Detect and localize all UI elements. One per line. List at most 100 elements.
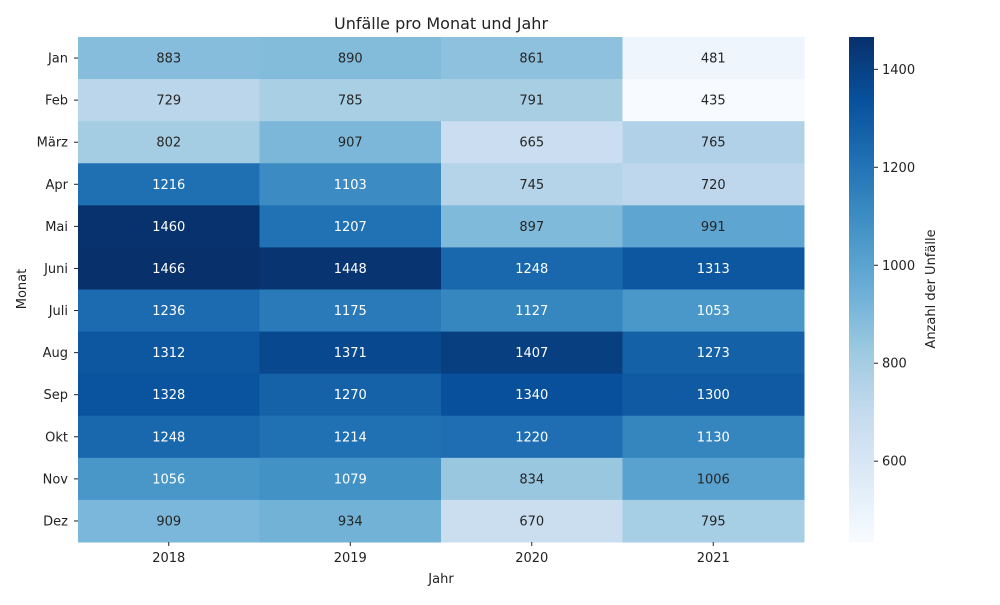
- heatmap-cell: [441, 289, 623, 333]
- cell-value-label: 1006: [697, 472, 730, 487]
- y-tick-label: Juni: [43, 262, 68, 277]
- cell-value-label: 991: [701, 220, 726, 235]
- heatmap-cell: [259, 37, 442, 80]
- heatmap-cell: [441, 79, 623, 122]
- heatmap-cell: [622, 121, 805, 164]
- heatmap-cell: [78, 247, 260, 290]
- colorbar-gradient: [849, 37, 874, 542]
- chart-title: Unfälle pro Monat und Jahr: [334, 14, 548, 33]
- cell-value-label: 765: [701, 136, 726, 151]
- heatmap-cell: [622, 331, 805, 375]
- cell-value-label: 861: [519, 52, 544, 67]
- cell-value-label: 1328: [152, 388, 185, 403]
- cell-value-label: 1466: [152, 262, 185, 277]
- cell-value-label: 1270: [334, 388, 367, 403]
- cell-value-label: 883: [156, 52, 181, 67]
- colorbar-tick-label: 800: [882, 357, 907, 372]
- cell-value-label: 1053: [697, 304, 730, 319]
- heatmap-cell: [259, 373, 442, 417]
- y-tick-label: Dez: [43, 514, 68, 529]
- heatmap-cell: [441, 163, 623, 206]
- y-tick-label: Jan: [47, 52, 68, 67]
- cell-value-label: 1460: [152, 220, 185, 235]
- cell-value-label: 1300: [697, 388, 730, 403]
- cell-value-label: 1248: [515, 262, 548, 277]
- heatmap-cell-labels: 883 890 861 481 729 785 791 435 802 907 665 765 1216…: [152, 52, 730, 530]
- cell-value-label: 802: [156, 136, 181, 151]
- cell-value-label: 1236: [152, 304, 185, 319]
- heatmap-cell: [78, 373, 260, 417]
- y-axis-label: Monat: [15, 269, 30, 309]
- heatmap-cells: [78, 37, 805, 543]
- y-tick-label: Mai: [45, 220, 68, 235]
- y-tick-label: Apr: [46, 178, 69, 193]
- heatmap-cell: [441, 415, 623, 459]
- colorbar: 600 800 1000 1200 1400: [849, 37, 915, 542]
- x-tick-label: 2021: [697, 551, 730, 566]
- cell-value-label: 834: [519, 472, 544, 487]
- x-tick-label: 2019: [334, 551, 367, 566]
- heatmap-cell: [622, 499, 805, 543]
- cell-value-label: 890: [338, 52, 363, 67]
- heatmap-cell: [78, 121, 260, 164]
- heatmap-cell: [622, 457, 805, 501]
- heatmap-cell: [622, 205, 805, 248]
- heatmap-cell: [78, 163, 260, 206]
- cell-value-label: 791: [519, 94, 544, 109]
- heatmap-cell: [441, 499, 623, 543]
- cell-value-label: 909: [156, 514, 181, 529]
- heatmap-cell: [78, 331, 260, 375]
- y-tick-label: Juli: [48, 304, 68, 319]
- y-tick-label: Aug: [43, 346, 68, 361]
- colorbar-tick-label: 1200: [882, 161, 915, 176]
- cell-value-label: 907: [338, 136, 363, 151]
- y-axis-ticks: Jan Feb März Apr Mai Juni Juli Aug Sep Okt Nov Dez: [37, 52, 78, 529]
- heatmap-cell: [78, 37, 260, 80]
- cell-value-label: 670: [519, 514, 544, 529]
- heatmap-cell: [78, 457, 260, 501]
- heatmap-cell: [78, 79, 260, 122]
- cell-value-label: 665: [519, 136, 544, 151]
- cell-value-label: 1340: [515, 388, 548, 403]
- heatmap-cell: [441, 457, 623, 501]
- heatmap-cell: [441, 331, 623, 375]
- heatmap-cell: [259, 121, 442, 164]
- heatmap-cell: [441, 121, 623, 164]
- x-tick-label: 2020: [515, 551, 548, 566]
- colorbar-tick-label: 600: [882, 455, 907, 470]
- heatmap-cell: [78, 205, 260, 248]
- cell-value-label: 785: [338, 94, 363, 109]
- heatmap-cell: [259, 331, 442, 375]
- heatmap-cell: [78, 289, 260, 333]
- heatmap-cell: [259, 79, 442, 122]
- heatmap-cell: [441, 247, 623, 290]
- cell-value-label: 435: [701, 94, 726, 109]
- heatmap-cell: [622, 415, 805, 459]
- cell-value-label: 1130: [697, 430, 730, 445]
- cell-value-label: 481: [701, 52, 726, 67]
- cell-value-label: 897: [519, 220, 544, 235]
- cell-value-label: 1407: [515, 346, 548, 361]
- heatmap-cell: [622, 37, 805, 80]
- y-tick-label: Nov: [43, 472, 69, 487]
- heatmap-cell: [622, 289, 805, 333]
- y-tick-label: Okt: [45, 430, 68, 445]
- heatmap-cell: [259, 289, 442, 333]
- cell-value-label: 1207: [334, 220, 367, 235]
- heatmap-cell: [622, 79, 805, 122]
- colorbar-tick-label: 1400: [882, 63, 915, 78]
- colorbar-tick-label: 1000: [882, 259, 915, 274]
- cell-value-label: 1273: [697, 346, 730, 361]
- cell-value-label: 1312: [152, 346, 185, 361]
- heatmap-cell: [259, 163, 442, 206]
- heatmap-cell: [441, 205, 623, 248]
- heatmap-cell: [78, 499, 260, 543]
- cell-value-label: 1079: [334, 472, 367, 487]
- heatmap-cell: [622, 247, 805, 290]
- cell-value-label: 1448: [334, 262, 367, 277]
- x-axis-label: Jahr: [427, 572, 454, 587]
- x-tick-label: 2018: [152, 551, 185, 566]
- heatmap-cell: [622, 163, 805, 206]
- cell-value-label: 720: [701, 178, 726, 193]
